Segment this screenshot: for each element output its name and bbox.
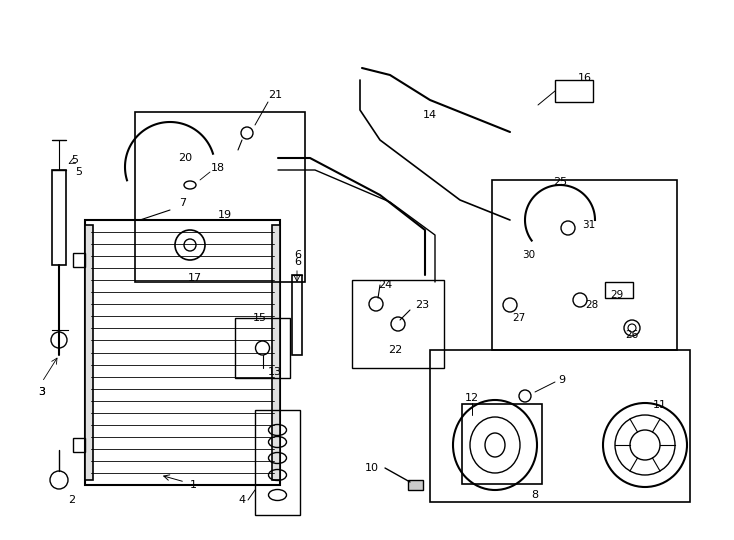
Text: 10: 10 (365, 463, 379, 473)
Text: 17: 17 (188, 273, 202, 283)
Bar (272, 225, 280, 480)
Text: 27: 27 (512, 313, 526, 323)
Bar (430, 350, 690, 502)
Text: 23: 23 (415, 300, 429, 310)
Text: 22: 22 (388, 345, 402, 355)
Text: 31: 31 (582, 220, 595, 230)
Bar (605, 282, 633, 298)
Text: 13: 13 (268, 367, 282, 377)
Text: 4: 4 (239, 495, 246, 505)
Text: 25: 25 (553, 177, 567, 187)
Text: 7: 7 (179, 198, 186, 208)
Bar (52, 170, 66, 265)
Text: 3: 3 (38, 387, 46, 397)
Text: 8: 8 (531, 490, 539, 500)
Bar (492, 180, 677, 350)
Bar (135, 112, 305, 282)
Bar (352, 280, 444, 368)
Bar (255, 410, 300, 515)
Bar (555, 80, 593, 102)
Bar (292, 275, 302, 355)
Bar (235, 318, 290, 378)
Text: 18: 18 (211, 163, 225, 173)
Text: 20: 20 (178, 153, 192, 163)
Text: 24: 24 (378, 280, 392, 290)
Text: 11: 11 (653, 400, 667, 410)
Bar (85, 220, 280, 485)
Text: 2: 2 (68, 495, 76, 505)
Text: 28: 28 (585, 300, 598, 310)
Text: 29: 29 (610, 290, 623, 300)
Bar (85, 225, 93, 480)
Text: 14: 14 (423, 110, 437, 120)
Text: 21: 21 (268, 90, 282, 100)
Text: 1: 1 (189, 480, 197, 490)
Text: 3: 3 (38, 387, 46, 397)
Text: 9: 9 (559, 375, 566, 385)
Text: 5: 5 (75, 167, 82, 177)
Bar (462, 404, 542, 484)
Text: 6: 6 (294, 257, 302, 267)
Text: 26: 26 (625, 330, 639, 340)
Text: 12: 12 (465, 393, 479, 403)
Text: 5: 5 (71, 155, 79, 165)
Text: 16: 16 (578, 73, 592, 83)
Text: 6: 6 (294, 250, 302, 260)
Bar (73, 253, 85, 267)
Text: 30: 30 (522, 250, 535, 260)
Text: 19: 19 (218, 210, 232, 220)
Bar (408, 480, 423, 490)
Text: 15: 15 (253, 313, 267, 323)
Bar (73, 438, 85, 452)
